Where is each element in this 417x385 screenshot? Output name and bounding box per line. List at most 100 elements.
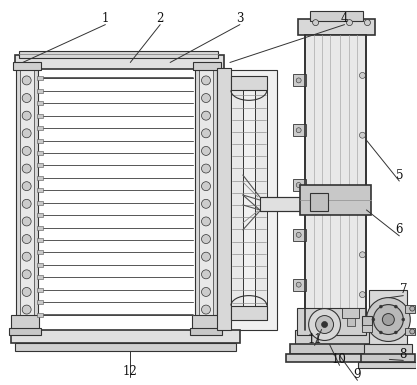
Circle shape: [22, 111, 31, 120]
Bar: [37, 114, 43, 118]
Bar: [342, 308, 359, 318]
Circle shape: [22, 164, 31, 173]
Bar: [15, 55, 224, 69]
Bar: [290, 345, 374, 355]
Circle shape: [296, 78, 301, 83]
Bar: [199, 69, 213, 330]
Circle shape: [309, 309, 341, 340]
Circle shape: [364, 20, 370, 26]
Bar: [231, 80, 243, 320]
Bar: [37, 151, 43, 155]
Circle shape: [296, 282, 301, 287]
Circle shape: [402, 318, 405, 321]
Bar: [9, 328, 40, 335]
Circle shape: [22, 305, 31, 314]
Bar: [37, 300, 43, 304]
Text: 5: 5: [396, 169, 403, 182]
Circle shape: [382, 313, 394, 326]
Bar: [37, 263, 43, 267]
Bar: [310, 11, 364, 21]
Circle shape: [359, 192, 365, 198]
Bar: [405, 328, 415, 335]
Circle shape: [367, 298, 410, 341]
Circle shape: [316, 316, 334, 333]
Circle shape: [22, 234, 31, 244]
Bar: [298, 18, 375, 35]
Circle shape: [201, 182, 211, 191]
Circle shape: [22, 129, 31, 138]
Bar: [37, 101, 43, 105]
Bar: [295, 330, 372, 347]
Circle shape: [359, 132, 365, 138]
Bar: [293, 179, 306, 191]
Circle shape: [359, 292, 365, 298]
Text: 3: 3: [236, 12, 244, 25]
Bar: [217, 70, 277, 330]
Text: 2: 2: [156, 12, 164, 25]
Bar: [20, 69, 34, 330]
Text: 10: 10: [332, 353, 347, 366]
Bar: [19, 50, 218, 59]
Bar: [369, 290, 407, 347]
Circle shape: [201, 94, 211, 102]
Circle shape: [394, 331, 397, 334]
Text: 7: 7: [399, 283, 407, 296]
Text: 1: 1: [102, 12, 109, 25]
Circle shape: [22, 252, 31, 261]
Circle shape: [379, 305, 382, 308]
Bar: [15, 343, 236, 352]
Circle shape: [201, 234, 211, 244]
Circle shape: [201, 164, 211, 173]
Bar: [37, 139, 43, 142]
Bar: [37, 126, 43, 130]
Bar: [405, 305, 415, 313]
Bar: [217, 69, 231, 330]
Bar: [16, 65, 38, 333]
Circle shape: [22, 217, 31, 226]
Bar: [37, 275, 43, 279]
Text: 4: 4: [341, 12, 348, 25]
Bar: [37, 238, 43, 242]
Circle shape: [22, 199, 31, 208]
Circle shape: [201, 270, 211, 279]
Bar: [347, 318, 355, 326]
Circle shape: [22, 94, 31, 102]
Circle shape: [359, 252, 365, 258]
Circle shape: [313, 20, 319, 26]
Circle shape: [410, 329, 415, 334]
Bar: [195, 65, 217, 333]
Text: 8: 8: [399, 348, 407, 361]
Circle shape: [201, 146, 211, 156]
Circle shape: [394, 305, 397, 308]
Bar: [362, 355, 415, 362]
Bar: [306, 193, 321, 211]
Bar: [305, 35, 367, 330]
Circle shape: [296, 128, 301, 133]
Bar: [37, 226, 43, 229]
Circle shape: [201, 217, 211, 226]
Circle shape: [410, 306, 415, 311]
Bar: [362, 316, 372, 326]
Circle shape: [201, 111, 211, 120]
Bar: [286, 355, 378, 362]
Circle shape: [22, 76, 31, 85]
Bar: [231, 306, 267, 320]
Bar: [293, 279, 306, 291]
Bar: [193, 62, 221, 70]
Bar: [293, 229, 306, 241]
Bar: [37, 89, 43, 93]
Bar: [37, 201, 43, 205]
Circle shape: [359, 72, 365, 79]
Bar: [37, 250, 43, 254]
Bar: [310, 193, 328, 211]
Circle shape: [372, 318, 375, 321]
Bar: [300, 185, 372, 215]
Bar: [190, 328, 222, 335]
Bar: [362, 325, 372, 333]
Bar: [37, 163, 43, 167]
Circle shape: [296, 182, 301, 187]
Bar: [231, 76, 267, 90]
Circle shape: [22, 270, 31, 279]
Text: 12: 12: [123, 365, 138, 378]
Bar: [293, 124, 306, 136]
